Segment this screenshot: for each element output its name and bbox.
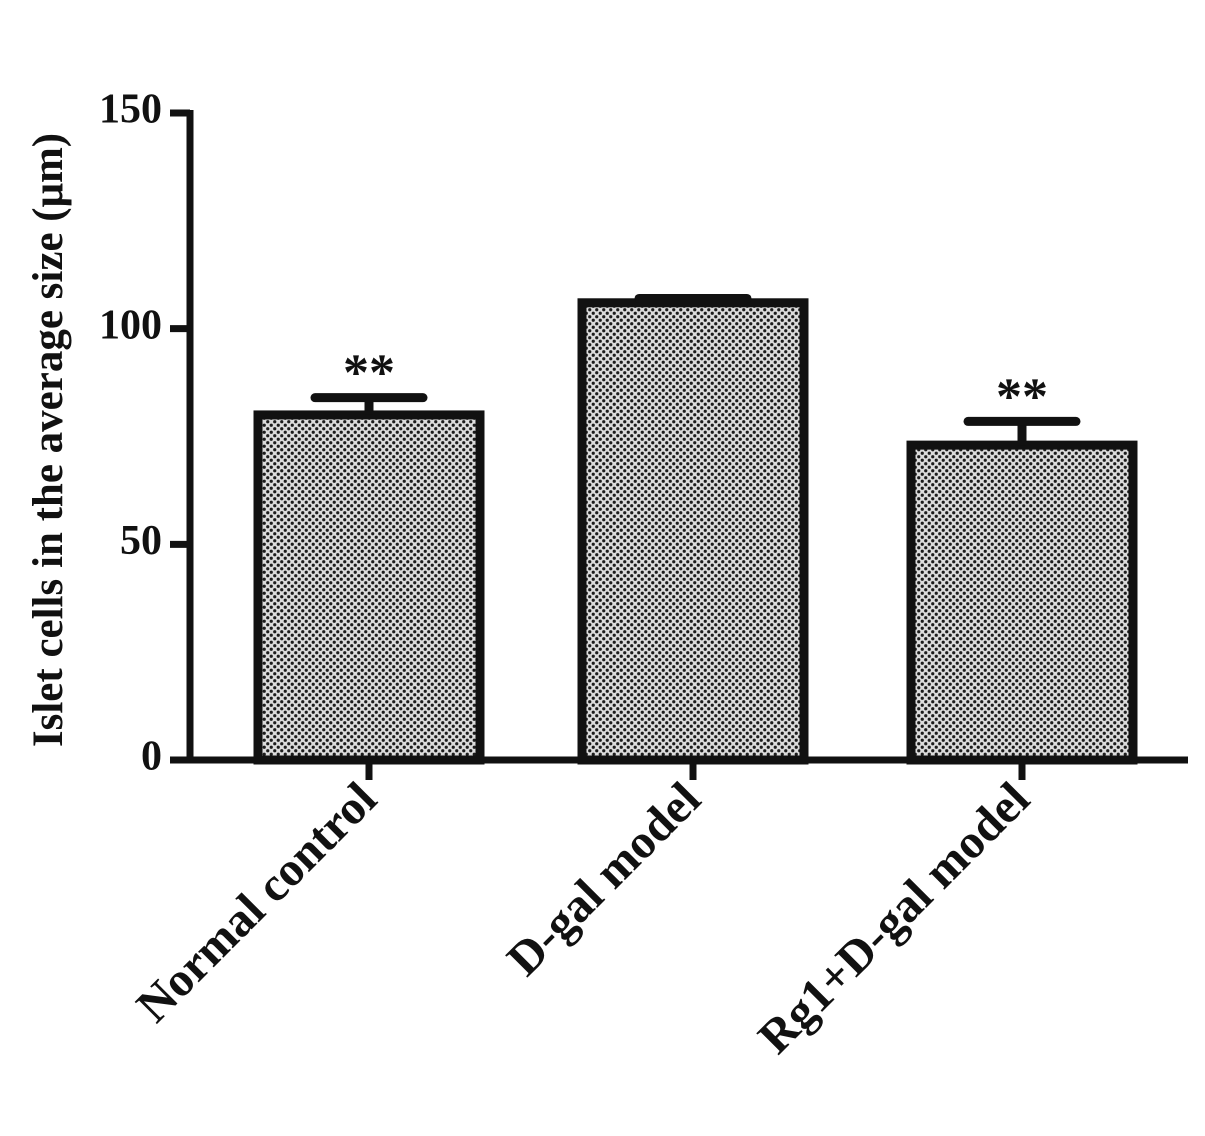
y-tick-label-3: 150: [99, 87, 162, 133]
y-tick-label-1: 50: [120, 518, 162, 564]
x-tick-label-2: Rg1+D-gal model: [748, 772, 1040, 1064]
y-tick-label-2: 100: [99, 302, 162, 348]
significance-label-0: **: [343, 345, 395, 402]
bar-2: [906, 440, 1138, 765]
x-axis: Normal control D-gal model Rg1+D-gal model: [127, 756, 1188, 1064]
plot-area: ** **: [253, 293, 1138, 765]
bar-1: [577, 298, 809, 765]
y-axis: 0 50 100 150: [99, 87, 194, 780]
x-tick-label-0: Normal control: [127, 772, 387, 1032]
significance-label-2: **: [996, 368, 1048, 425]
y-axis-label: Islet cells in the average size (μm): [25, 133, 72, 747]
y-tick-label-0: 0: [141, 734, 162, 780]
x-tick-label-1: D-gal model: [497, 772, 711, 986]
bar-0: [253, 410, 485, 765]
